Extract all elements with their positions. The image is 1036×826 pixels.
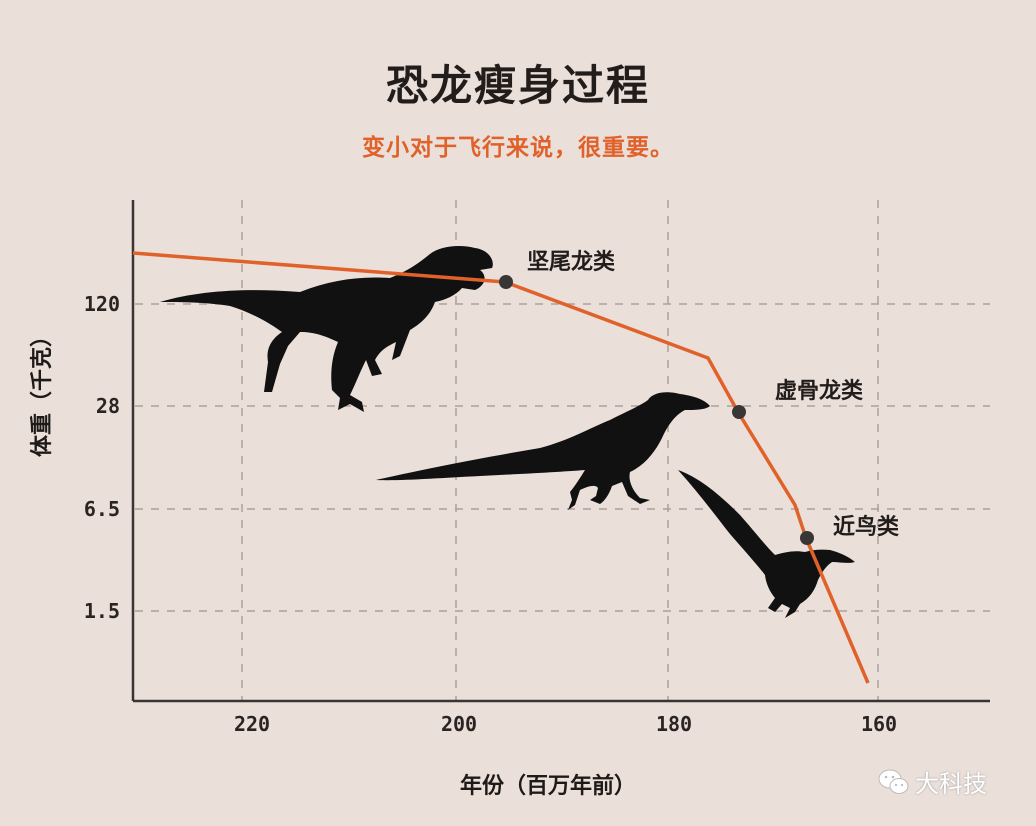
x-axis-label: 年份（百万年前） [459, 774, 636, 799]
axes [131, 200, 990, 703]
annotation-paraves: 近鸟类 [833, 515, 900, 540]
annotation-stiff-tail-dinosaurs: 坚尾龙类 [527, 250, 616, 275]
chart-subtitle: 变小对于飞行来说，很重要。 [362, 135, 674, 161]
wechat-icon [878, 769, 909, 794]
x-tick-180: 180 [655, 712, 693, 736]
y-tick-1.5: 1.5 [83, 599, 120, 623]
chart-title: 恐龙瘦身过程 [385, 61, 650, 110]
y-axis-label: 体重（千克） [30, 325, 55, 458]
annotation-coelurosaurs: 虚骨龙类 [775, 379, 864, 404]
x-tick-220: 220 [233, 712, 271, 736]
marker-paraves [800, 531, 814, 545]
x-tick-200: 200 [440, 712, 478, 736]
marker-coelurosauria-stiff-tail [499, 275, 513, 289]
y-tick-6.5: 6.5 [83, 497, 120, 521]
watermark: 大科技 [877, 764, 987, 799]
x-tick-160: 160 [860, 712, 898, 736]
y-tick-28: 28 [95, 394, 120, 418]
marker-coelurosauria [732, 405, 746, 419]
raptor-silhouette [376, 392, 710, 510]
watermark-text: 大科技 [915, 770, 987, 798]
feathered-dinosaur-silhouette [678, 470, 855, 618]
theropod-silhouette [160, 246, 493, 412]
y-tick-120: 120 [83, 292, 120, 316]
